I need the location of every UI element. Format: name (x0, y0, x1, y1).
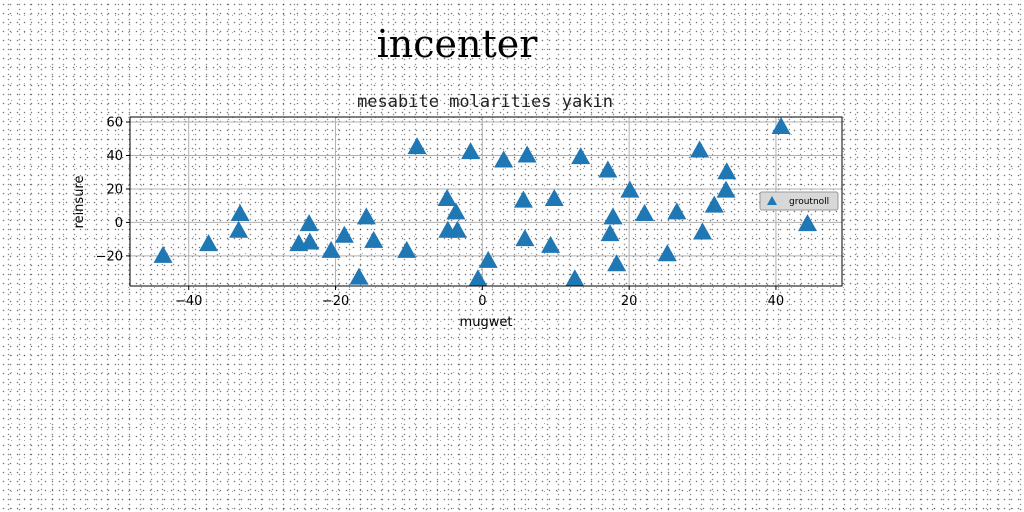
data-point-triangle (693, 222, 713, 240)
y-axis-ticks: −20 0 20 40 60 (96, 116, 130, 264)
x-tick-label: −20 (322, 294, 349, 309)
data-point-triangle (600, 224, 620, 242)
data-point-triangle (199, 234, 219, 252)
data-point-triangle (349, 267, 369, 285)
data-point-triangle (690, 140, 710, 158)
data-point-triangle (407, 137, 427, 155)
legend-marker-triangle-icon (767, 196, 777, 205)
figure-title: incenter (376, 22, 538, 66)
data-point-triangle (667, 202, 687, 220)
data-point-triangle (446, 202, 466, 220)
x-tick-label: 20 (621, 294, 638, 309)
y-tick-label: −20 (96, 249, 123, 264)
data-point-triangle (230, 204, 250, 222)
data-point-triangle (541, 235, 561, 253)
data-point-triangle (571, 147, 591, 165)
data-point-triangle (461, 142, 481, 160)
data-point-triangle (229, 220, 249, 238)
data-point-triangle (321, 240, 341, 258)
legend-entry-label: groutnoll (789, 197, 829, 207)
data-point-triangle (607, 254, 627, 272)
data-point-triangle (300, 232, 320, 250)
data-point-triangle (153, 245, 173, 263)
y-tick-label: 0 (115, 216, 123, 231)
x-tick-label: 0 (478, 294, 486, 309)
x-tick-label: 40 (768, 294, 785, 309)
data-point-triangle (657, 244, 677, 262)
chart-title: mesabite molarities yakin (357, 92, 613, 112)
y-tick-label: 60 (106, 116, 123, 131)
data-point-triangle (598, 160, 618, 178)
plot-frame (129, 116, 843, 287)
data-point-triangle (798, 214, 818, 232)
data-point-triangle (565, 269, 585, 287)
data-point-triangle (717, 162, 737, 180)
y-axis-label: reinsure (72, 176, 87, 229)
data-points (153, 117, 818, 287)
data-point-triangle (299, 214, 319, 232)
data-point-triangle (771, 117, 791, 135)
data-point-triangle (544, 188, 564, 206)
y-tick-label: 20 (106, 182, 123, 197)
data-point-triangle (397, 240, 417, 258)
data-point-triangle (334, 225, 354, 243)
data-point-triangle (513, 190, 533, 208)
x-axis-ticks: −40 −20 0 20 40 (175, 286, 784, 309)
y-tick-label: 40 (106, 149, 123, 164)
data-point-triangle (478, 250, 498, 268)
data-point-triangle (447, 220, 467, 238)
data-point-triangle (356, 207, 376, 225)
x-tick-label: −40 (175, 294, 202, 309)
data-point-triangle (603, 207, 623, 225)
data-point-triangle (517, 145, 537, 163)
data-point-triangle (364, 230, 384, 248)
x-axis-label: mugwet (460, 315, 513, 330)
data-point-triangle (468, 269, 488, 287)
data-point-triangle (635, 204, 655, 222)
data-point-triangle (704, 195, 724, 213)
data-point-triangle (620, 180, 640, 198)
legend: groutnoll (759, 191, 839, 211)
data-point-triangle (515, 229, 535, 247)
data-point-triangle (716, 180, 736, 198)
data-point-triangle (494, 150, 514, 168)
legend-box (759, 191, 839, 211)
data-point-triangle (437, 188, 457, 206)
